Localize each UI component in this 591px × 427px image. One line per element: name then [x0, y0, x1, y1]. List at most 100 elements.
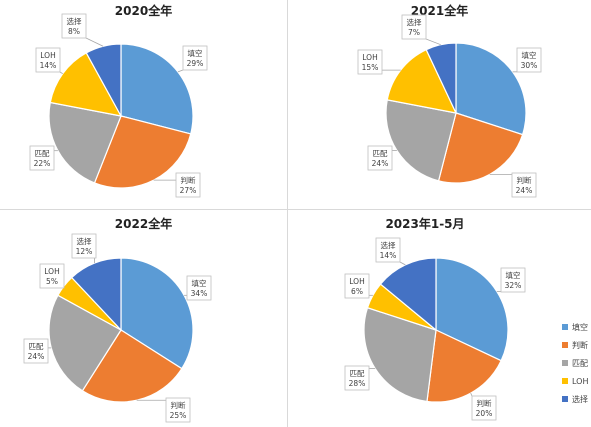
pie-chart-2023: 2023年1-5月 填空 32% 判断 20% 匹配 28% LOH 6% 选择 14% — [288, 210, 562, 427]
data-label-percent: 28% — [349, 379, 366, 388]
leader-line — [425, 38, 441, 46]
chart-title: 2020全年 — [115, 3, 172, 18]
pie-slice-true-false — [426, 329, 502, 403]
pie-slice-fill-blank — [455, 42, 527, 136]
leader-line — [85, 37, 104, 47]
data-label-percent: 14% — [40, 61, 57, 70]
data-label-percent: 24% — [28, 352, 45, 361]
data-label-category: 选择 — [67, 16, 82, 26]
pie-slice-choice — [70, 257, 122, 332]
vertical-divider — [287, 0, 288, 427]
pie-chart-2020: 2020全年 填空 29% 判断 27% 匹配 22% LOH 14% 选择 8% — [0, 0, 287, 209]
pie-slice-matching — [48, 101, 122, 184]
data-label-category: LOH — [40, 51, 55, 60]
pie-slice-matching — [363, 306, 437, 403]
data-label-percent: 24% — [516, 186, 533, 195]
legend-swatch — [562, 378, 568, 384]
legend-label: 匹配 — [572, 358, 588, 368]
data-label-category: 填空 — [192, 278, 207, 288]
legend-swatch — [562, 360, 568, 366]
data-label-category: LOH — [44, 267, 59, 276]
leader-line — [59, 71, 63, 75]
chart-title: 2022全年 — [115, 216, 172, 231]
data-label-percent: 34% — [191, 289, 208, 298]
pie-slice-loh — [49, 52, 123, 117]
legend: 填空 判断 匹配 LOH 选择 — [562, 318, 591, 408]
data-label-percent: 12% — [76, 247, 93, 256]
data-label-category: 匹配 — [35, 149, 50, 158]
legend-label: 填空 — [572, 322, 588, 332]
leader-line — [399, 261, 406, 266]
data-label-category: 判断 — [477, 398, 492, 408]
data-label-category: 判断 — [171, 400, 186, 410]
data-label-percent: 6% — [351, 287, 363, 296]
data-label-category: 选择 — [407, 17, 422, 27]
data-label-category: LOH — [362, 53, 377, 62]
legend-swatch — [562, 396, 568, 402]
horizontal-divider — [0, 209, 591, 210]
data-label-category: 选择 — [77, 236, 92, 246]
pie-slice-matching — [385, 99, 457, 182]
legend-item-matching: 匹配 — [562, 354, 591, 372]
data-label-percent: 27% — [180, 186, 197, 195]
data-label-category: 选择 — [381, 240, 396, 250]
pie-chart-2021: 2021全年填空 30% 判断 24% 匹配 24% LOH 15% 选择 7% — [288, 0, 591, 209]
pie-slice-true-false — [93, 115, 192, 189]
data-label-percent: 20% — [476, 409, 493, 418]
legend-swatch — [562, 342, 568, 348]
pie-slice-fill-blank — [435, 257, 509, 362]
pie-slice-choice — [379, 257, 437, 332]
pie-slice-choice — [425, 42, 457, 114]
legend-item-true-false: 判断 — [562, 336, 591, 354]
leader-line — [470, 392, 473, 397]
data-label-category: 判断 — [181, 175, 196, 185]
data-label-percent: 7% — [408, 28, 420, 37]
data-label-percent: 32% — [505, 281, 522, 290]
legend-swatch — [562, 324, 568, 330]
chart-title: 2021全年 — [411, 3, 468, 18]
data-label-percent: 15% — [362, 63, 379, 72]
pie-slice-fill-blank — [120, 43, 194, 135]
legend-item-fill-blank: 填空 — [562, 318, 591, 336]
legend-item-loh: LOH — [562, 372, 591, 390]
data-label-percent: 8% — [68, 27, 80, 36]
data-label-choice: 选择8% — [61, 13, 87, 39]
legend-item-choice: 选择 — [562, 390, 591, 408]
data-label-percent: 30% — [521, 61, 538, 70]
data-label-category: 填空 — [506, 270, 521, 280]
pie-chart-2022: 2022全年 填空 34% 判断 25% 匹配 24% LOH 5% 选择 12% — [0, 210, 287, 427]
legend-label: 判断 — [572, 340, 588, 350]
data-label-category: 判断 — [517, 175, 532, 185]
data-label-percent: 22% — [34, 159, 51, 168]
data-label-category: LOH — [349, 277, 364, 286]
leader-line — [177, 69, 184, 73]
data-label-percent: 14% — [380, 251, 397, 260]
data-label-choice: 选择7% — [401, 14, 427, 40]
data-label-category: 填空 — [522, 50, 537, 60]
legend-label: 选择 — [572, 394, 588, 404]
data-label-percent: 29% — [187, 59, 204, 68]
data-label-percent: 5% — [46, 277, 58, 286]
